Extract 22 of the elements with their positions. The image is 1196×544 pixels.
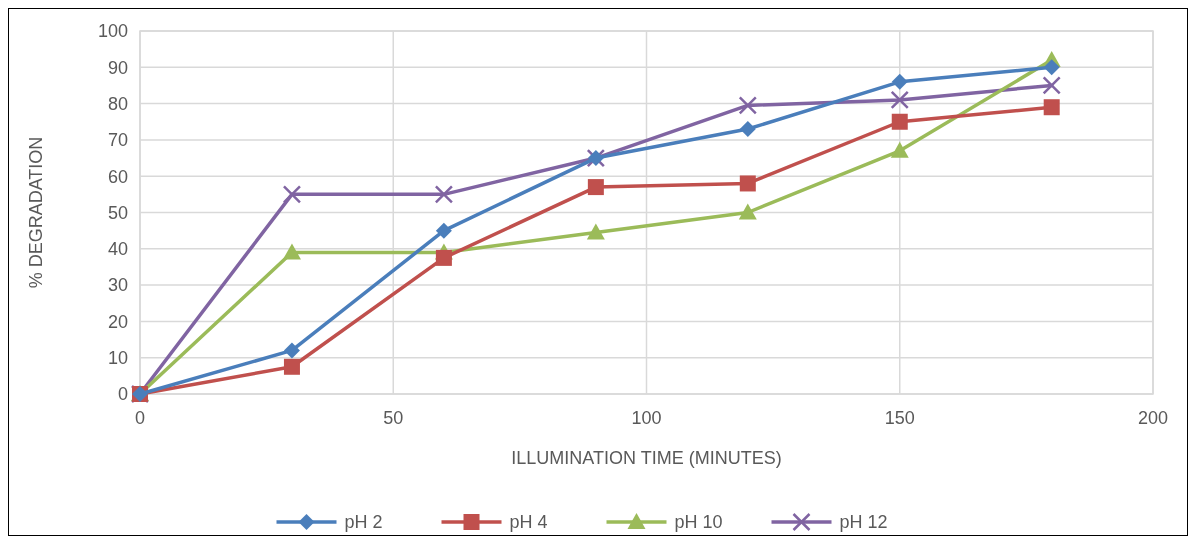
y-tick-label: 10	[107, 348, 128, 368]
y-tick-label: 70	[107, 130, 128, 151]
y-tick-label: 40	[107, 239, 128, 260]
legend-label: pH 10	[674, 512, 723, 533]
x-tick-label: 0	[134, 408, 146, 428]
legend-label: pH 4	[509, 512, 548, 533]
x-axis-title: ILLUMINATION TIME (MINUTES)	[511, 448, 782, 468]
x-tick-label: 50	[383, 408, 404, 428]
y-tick-label: 50	[107, 202, 128, 223]
x-tick-label: 150	[884, 408, 915, 428]
y-tick-label: 60	[107, 166, 128, 187]
y-tick-label: 80	[107, 93, 128, 114]
y-tick-label: 100	[97, 21, 128, 42]
y-tick-label: 0	[117, 384, 128, 405]
y-tick-label: 30	[107, 275, 128, 296]
legend-label: pH 2	[344, 512, 383, 533]
y-tick-label: 90	[107, 57, 128, 78]
legend-label: pH 12	[839, 512, 888, 533]
y-axis-title: % DEGRADATION	[26, 136, 46, 289]
x-tick-label: 100	[631, 408, 662, 428]
x-tick-label: 200	[1137, 408, 1169, 428]
y-tick-label: 20	[107, 311, 128, 332]
